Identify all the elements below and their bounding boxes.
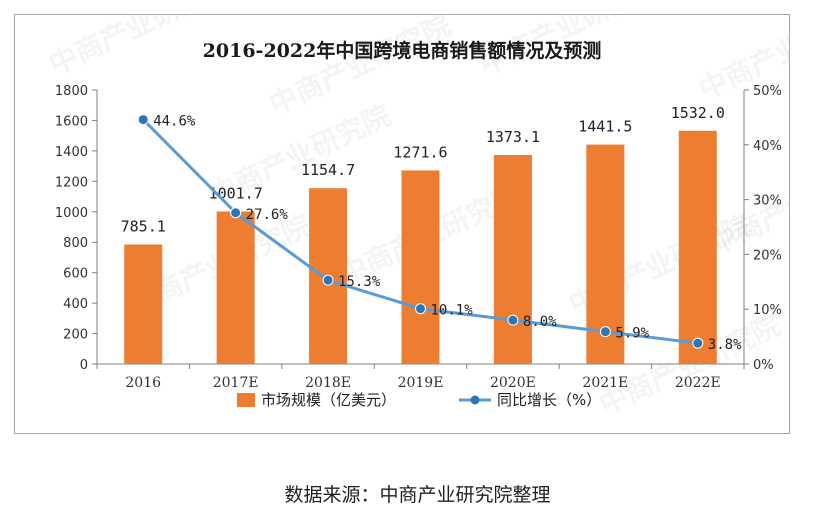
x-tick-label: 2018E [305,375,351,391]
line-value-label: 10.1% [431,303,474,319]
x-tick-label: 2020E [490,375,536,391]
bar-value-label: 785.1 [121,217,166,235]
x-tick-label: 2019E [398,375,444,391]
left-tick-label: 400 [63,297,88,312]
legend-line-label: 同比增长（%） [497,391,601,409]
right-tick-label: 10% [753,303,782,318]
right-tick-label: 40% [753,139,782,154]
left-tick-label: 800 [63,236,88,251]
legend-bar-label: 市场规模（亿美元） [261,391,396,409]
right-tick-label: 20% [753,248,782,263]
x-tick-label: 2016 [125,375,161,391]
chart-title: 2016-2022年中国跨境电商销售额情况及预测 [203,39,602,62]
x-tick-label: 2021E [582,375,628,391]
line-value-label: 8.0% [523,314,557,330]
bar [678,130,717,364]
left-tick-label: 0 [80,358,88,373]
left-tick-label: 1000 [55,206,88,221]
line-value-label: 27.6% [246,207,289,223]
legend-line-marker [470,395,480,405]
legend-bar-swatch [237,393,255,407]
left-tick-label: 1400 [55,145,88,160]
bar [401,170,440,364]
bar [216,211,255,364]
bar-value-label: 1271.6 [393,143,447,161]
bar-value-label: 1532.0 [671,104,725,122]
growth-point [599,326,611,338]
left-tick-label: 1200 [55,175,88,190]
x-tick-label: 2017E [213,375,259,391]
bar [124,244,163,364]
right-tick-label: 30% [753,194,782,209]
line-value-label: 3.8% [708,337,742,353]
growth-point [415,303,426,315]
left-tick-label: 1800 [55,84,88,99]
left-tick-label: 600 [63,267,88,282]
watermark-text: 中商产业研究院 [264,15,456,121]
bar [493,154,532,364]
left-tick-label: 200 [63,328,88,343]
bar-value-label: 1441.5 [578,118,632,136]
bar-value-label: 1373.1 [486,128,540,146]
line-value-label: 15.3% [338,274,381,290]
line-value-label: 5.9% [615,326,649,342]
chart-frame: 中商产业研究院 中商产业研究院 中商产业研究院 中商产业研究院 中商产业研究院 中商产业研… [14,14,790,434]
growth-point [137,114,149,126]
bar-value-label: 1154.7 [301,161,355,179]
chart-svg: 中商产业研究院 中商产业研究院 中商产业研究院 中商产业研究院中商产业研究院中商产业研… [44,15,789,421]
source-note: 数据来源：中商产业研究院整理 [284,484,551,506]
x-tick-label: 2022E [675,375,721,391]
right-tick-label: 0% [753,358,774,373]
left-tick-label: 1600 [55,114,88,129]
right-tick-label: 50% [753,84,782,99]
growth-point [692,337,704,349]
growth-point [230,207,242,219]
growth-point [507,314,519,326]
growth-point [322,274,334,286]
line-value-label: 44.6% [153,114,196,130]
